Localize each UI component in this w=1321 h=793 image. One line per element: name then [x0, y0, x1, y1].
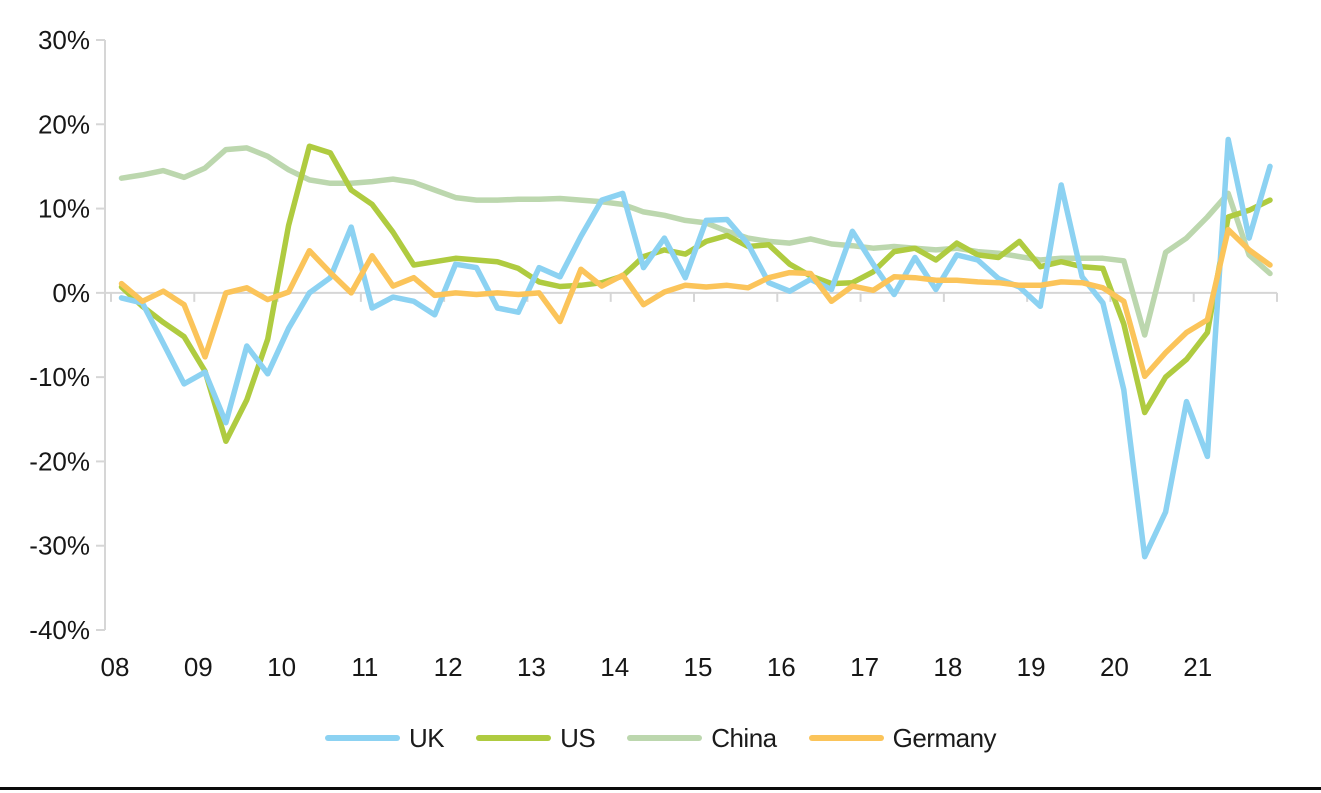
x-axis-label: 14	[600, 652, 629, 682]
x-axis-label: 12	[434, 652, 463, 682]
legend-label-germany: Germany	[892, 722, 997, 753]
y-axis-label: -20%	[29, 446, 90, 476]
legend-item-us: US	[476, 722, 596, 754]
y-axis-label: 20%	[38, 109, 90, 139]
y-axis-label: -30%	[29, 531, 90, 561]
legend-swatch-us	[476, 735, 552, 741]
x-axis-label: 19	[1017, 652, 1046, 682]
legend-label-us: US	[560, 722, 596, 753]
series-line-uk	[118, 136, 1273, 560]
legend-swatch-china	[627, 735, 703, 741]
y-axis-label: 30%	[38, 25, 90, 55]
x-axis-label: 18	[933, 652, 962, 682]
y-axis-label: -40%	[29, 615, 90, 645]
x-axis-label: 13	[517, 652, 546, 682]
legend-swatch-germany	[808, 735, 884, 741]
x-axis-label: 20	[1100, 652, 1129, 682]
chart-legend: UK US China Germany	[0, 719, 1321, 757]
x-axis-label: 17	[850, 652, 879, 682]
series-line-germany	[118, 226, 1273, 380]
y-axis-label: -10%	[29, 362, 90, 392]
bottom-rule	[0, 787, 1321, 790]
y-axis-label: 0%	[52, 278, 90, 308]
legend-label-china: China	[711, 722, 777, 753]
legend-label-uk: UK	[408, 722, 445, 753]
x-axis-label: 10	[267, 652, 296, 682]
x-axis-label: 09	[184, 652, 213, 682]
x-axis-label: 21	[1183, 652, 1212, 682]
legend-swatch-uk	[324, 735, 400, 741]
x-axis-label: 11	[351, 652, 378, 682]
legend-item-germany: Germany	[808, 722, 997, 754]
y-axis-label: 10%	[38, 194, 90, 224]
x-axis-label: 16	[767, 652, 796, 682]
x-axis-label: 15	[684, 652, 713, 682]
legend-item-china: China	[627, 722, 777, 754]
x-axis-label: 08	[101, 652, 130, 682]
legend-item-uk: UK	[324, 722, 445, 754]
